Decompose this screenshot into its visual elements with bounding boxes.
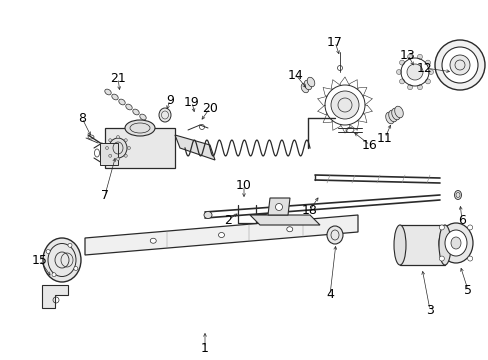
- Ellipse shape: [393, 225, 405, 265]
- Text: 4: 4: [325, 288, 333, 302]
- Ellipse shape: [391, 108, 400, 120]
- Ellipse shape: [394, 106, 403, 118]
- Ellipse shape: [406, 64, 422, 80]
- Ellipse shape: [125, 104, 132, 110]
- Ellipse shape: [116, 135, 119, 139]
- Ellipse shape: [108, 139, 111, 142]
- Ellipse shape: [444, 230, 466, 256]
- Ellipse shape: [425, 60, 429, 65]
- Text: 18: 18: [302, 203, 317, 216]
- Ellipse shape: [159, 108, 171, 122]
- Ellipse shape: [438, 225, 444, 230]
- Ellipse shape: [140, 114, 146, 120]
- Ellipse shape: [124, 139, 127, 142]
- Ellipse shape: [399, 79, 404, 84]
- Ellipse shape: [438, 225, 450, 265]
- Ellipse shape: [150, 238, 156, 243]
- Ellipse shape: [326, 226, 342, 244]
- Ellipse shape: [52, 273, 56, 277]
- Ellipse shape: [453, 190, 461, 199]
- Ellipse shape: [467, 256, 472, 261]
- Ellipse shape: [434, 40, 484, 90]
- Ellipse shape: [396, 69, 401, 75]
- Ellipse shape: [301, 83, 308, 93]
- Text: 14: 14: [287, 68, 303, 81]
- Ellipse shape: [133, 109, 139, 115]
- Text: 10: 10: [236, 179, 251, 192]
- Ellipse shape: [417, 85, 422, 90]
- Polygon shape: [267, 198, 289, 215]
- Ellipse shape: [407, 54, 412, 59]
- Polygon shape: [249, 215, 319, 225]
- Text: 6: 6: [457, 213, 465, 226]
- Ellipse shape: [108, 154, 111, 157]
- Ellipse shape: [116, 158, 119, 161]
- Text: 15: 15: [32, 253, 48, 266]
- Ellipse shape: [417, 54, 422, 59]
- Ellipse shape: [330, 91, 358, 119]
- Ellipse shape: [438, 256, 444, 261]
- Ellipse shape: [46, 249, 50, 253]
- Text: 1: 1: [201, 342, 208, 355]
- Ellipse shape: [427, 69, 433, 75]
- Ellipse shape: [399, 60, 404, 65]
- Ellipse shape: [304, 80, 311, 90]
- Ellipse shape: [450, 237, 460, 249]
- Ellipse shape: [407, 85, 412, 90]
- Ellipse shape: [105, 147, 108, 149]
- Text: 16: 16: [362, 139, 377, 152]
- Polygon shape: [105, 128, 175, 168]
- Text: 19: 19: [184, 95, 200, 108]
- Ellipse shape: [203, 212, 212, 219]
- Polygon shape: [175, 135, 215, 160]
- Ellipse shape: [119, 99, 125, 105]
- Text: 9: 9: [166, 94, 174, 107]
- Polygon shape: [85, 215, 357, 255]
- Ellipse shape: [68, 243, 72, 247]
- Ellipse shape: [104, 89, 111, 95]
- Text: 11: 11: [376, 131, 392, 144]
- Ellipse shape: [467, 225, 472, 230]
- Polygon shape: [42, 285, 68, 308]
- Polygon shape: [399, 225, 444, 265]
- Ellipse shape: [449, 55, 469, 75]
- Ellipse shape: [388, 110, 396, 122]
- Ellipse shape: [43, 238, 81, 282]
- Text: 20: 20: [202, 102, 218, 114]
- Text: 12: 12: [416, 62, 432, 75]
- Text: 5: 5: [463, 284, 471, 297]
- Text: 3: 3: [425, 303, 433, 316]
- Ellipse shape: [275, 203, 282, 211]
- Text: 13: 13: [399, 49, 415, 62]
- Ellipse shape: [109, 138, 127, 158]
- Ellipse shape: [425, 79, 429, 84]
- Ellipse shape: [306, 77, 314, 87]
- Ellipse shape: [286, 227, 292, 232]
- Ellipse shape: [438, 223, 472, 263]
- Polygon shape: [100, 143, 118, 165]
- Ellipse shape: [125, 120, 155, 136]
- Text: 21: 21: [110, 72, 125, 85]
- Ellipse shape: [385, 112, 393, 124]
- Ellipse shape: [127, 147, 130, 149]
- Text: 2: 2: [224, 213, 231, 226]
- Ellipse shape: [124, 154, 127, 157]
- Text: 17: 17: [326, 36, 342, 49]
- Ellipse shape: [112, 94, 118, 100]
- Ellipse shape: [74, 266, 78, 270]
- Text: 8: 8: [78, 112, 86, 125]
- Ellipse shape: [441, 47, 477, 83]
- Ellipse shape: [218, 233, 224, 238]
- Text: 7: 7: [101, 189, 109, 202]
